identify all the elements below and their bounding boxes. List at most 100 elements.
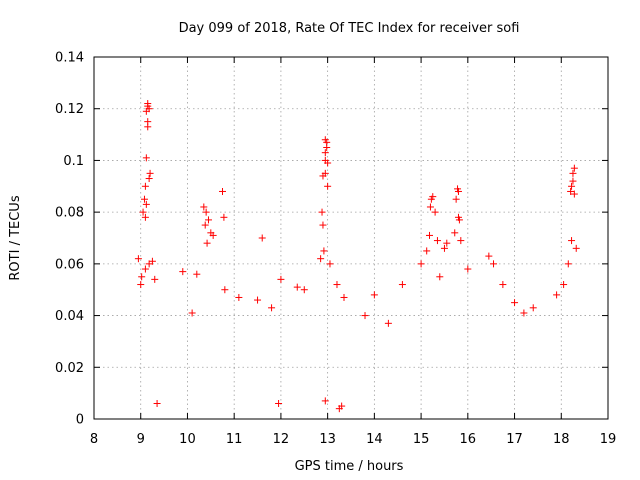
data-point [324,159,332,167]
data-point [221,286,229,294]
y-tick-label: 0.08 [55,206,84,221]
data-point [570,164,578,172]
data-point [139,208,147,216]
data-point [146,169,154,177]
data-point [142,154,150,162]
y-tick-label: 0 [76,413,84,428]
x-tick-label: 19 [600,432,617,447]
y-tick-label: 0.04 [55,309,84,324]
data-point [567,187,575,195]
data-point [144,100,152,108]
data-point [433,237,441,245]
data-point [370,291,378,299]
x-tick-label: 9 [137,432,145,447]
data-point [293,283,301,291]
data-point [455,216,463,224]
data-points [134,100,580,413]
x-tick-label: 10 [179,432,196,447]
data-point [321,149,329,157]
data-point [148,257,156,265]
data-point [443,239,451,247]
data-point [457,237,465,245]
data-point [201,221,209,229]
data-point [134,255,142,263]
data-point [140,195,148,203]
data-point [254,296,262,304]
chart-title: Day 099 of 2018, Rate Of TEC Index for r… [179,21,520,36]
data-point [220,213,228,221]
data-point [553,291,561,299]
data-point [321,397,329,405]
data-point [179,268,187,276]
data-point [570,190,578,198]
x-tick-label: 13 [319,432,336,447]
data-point [141,182,149,190]
data-point [398,281,406,289]
y-tick-label: 0.1 [63,154,84,169]
y-tick-label: 0.02 [55,361,84,376]
data-point [275,399,283,407]
x-axis-ticks: 8 9 10 11 12 13 14 15 16 17 18 19 [90,57,616,447]
data-point [141,265,149,273]
data-point [511,299,519,307]
data-point [324,182,332,190]
x-axis-label: GPS time / hours [295,459,404,474]
data-point [203,239,211,247]
data-point [440,244,448,252]
data-point [209,231,217,239]
data-point [141,213,149,221]
data-point [417,260,425,268]
x-tick-label: 8 [90,432,98,447]
data-point [204,216,212,224]
y-axis-ticks: 0 0.02 0.04 0.06 0.08 0.1 0.12 0.14 [55,51,608,428]
grid-lines [94,57,608,419]
data-point [572,244,580,252]
y-tick-label: 0.12 [55,102,84,117]
data-point [361,312,369,320]
data-point [142,200,150,208]
plot-frame [93,56,609,420]
data-point [277,275,285,283]
data-point [384,319,392,327]
data-point [451,229,459,237]
data-point [219,187,226,195]
data-point [485,252,493,260]
data-point [235,293,243,301]
data-point [151,275,159,283]
data-point [258,234,266,242]
data-point [568,182,576,190]
data-point [144,118,152,126]
data-point [138,273,146,281]
data-point [427,195,435,203]
data-point [340,293,348,301]
y-tick-label: 0.06 [55,257,84,272]
data-point [153,399,161,407]
data-point [333,281,341,289]
data-point [569,177,577,185]
data-point [193,270,201,278]
data-point [426,231,434,239]
data-point [431,208,439,216]
data-point [145,105,153,113]
y-tick-label: 0.14 [55,51,84,66]
data-point [568,237,576,245]
data-point [200,203,208,211]
data-point [317,255,325,263]
data-point [520,309,528,317]
x-tick-label: 16 [460,432,477,447]
data-point [454,187,462,195]
data-point [569,169,577,177]
data-point [338,402,346,410]
x-tick-label: 11 [226,432,243,447]
data-point [145,175,153,183]
x-tick-label: 12 [273,432,290,447]
data-point [188,309,196,317]
x-tick-label: 18 [553,432,570,447]
data-point [321,169,329,177]
data-point [318,208,326,216]
data-point [319,221,327,229]
data-point [529,304,537,312]
data-point [564,260,572,268]
data-point [423,247,431,255]
